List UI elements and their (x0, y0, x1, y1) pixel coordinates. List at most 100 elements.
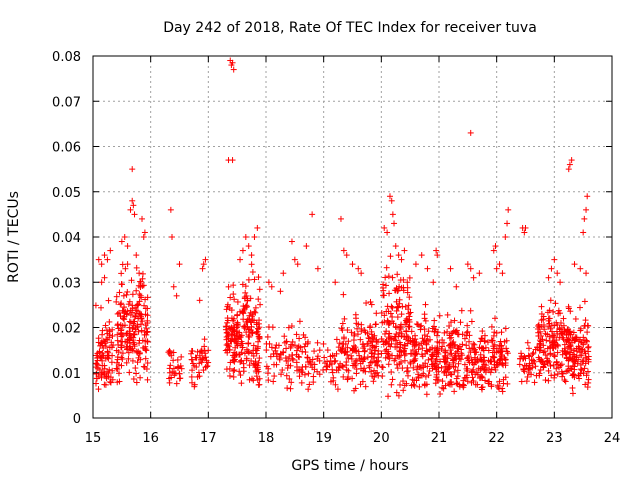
data-point (516, 361, 523, 368)
data-point (381, 319, 388, 326)
data-point (389, 274, 396, 281)
data-point (481, 377, 488, 384)
data-point (446, 335, 453, 342)
data-point (237, 359, 244, 366)
data-point (241, 305, 248, 312)
data-point (447, 371, 454, 378)
data-point (238, 380, 245, 387)
data-point (544, 360, 551, 367)
data-point (188, 347, 195, 354)
data-point (479, 328, 486, 335)
data-point (104, 336, 111, 343)
data-point (551, 353, 558, 360)
data-point (505, 206, 512, 213)
data-point (244, 316, 251, 323)
data-point (359, 341, 366, 348)
data-point (353, 366, 360, 373)
data-point (585, 353, 592, 360)
data-point (114, 331, 121, 338)
data-point (104, 349, 111, 356)
data-point (413, 377, 420, 384)
data-point (225, 283, 232, 290)
data-point (255, 274, 262, 281)
data-point (345, 338, 352, 345)
data-point (367, 346, 374, 353)
data-point (115, 370, 122, 377)
data-point (385, 393, 392, 400)
data-point (357, 336, 364, 343)
data-point (104, 348, 111, 355)
data-point (581, 365, 588, 372)
data-point (366, 362, 373, 369)
data-point (430, 279, 437, 286)
data-point (470, 274, 477, 281)
data-point (305, 338, 312, 345)
data-point (188, 356, 195, 363)
data-point (385, 273, 392, 280)
data-point (422, 360, 429, 367)
data-point (256, 375, 263, 382)
data-point (228, 324, 235, 331)
data-point (173, 380, 180, 387)
data-point (421, 326, 428, 333)
data-point (253, 373, 260, 380)
data-point (227, 325, 234, 332)
data-point (433, 247, 440, 254)
data-point (584, 384, 591, 391)
data-point (466, 332, 473, 339)
data-point (201, 343, 208, 350)
data-point (418, 322, 425, 329)
data-point (322, 360, 329, 367)
data-point (165, 349, 172, 356)
data-point (309, 211, 316, 218)
data-point (491, 354, 498, 361)
data-point (142, 355, 149, 362)
data-point (301, 343, 308, 350)
data-point (333, 367, 340, 374)
data-point (144, 294, 151, 301)
data-point (129, 291, 136, 298)
data-point (116, 309, 123, 316)
data-point (451, 317, 458, 324)
data-point (126, 369, 133, 376)
data-point (368, 368, 375, 375)
data-point (332, 279, 339, 286)
data-point (242, 283, 249, 290)
data-point (340, 247, 347, 254)
data-point (569, 384, 576, 391)
data-point (407, 309, 414, 316)
data-point (170, 283, 177, 290)
data-point (106, 344, 113, 351)
data-point (239, 344, 246, 351)
data-point (443, 366, 450, 373)
data-point (253, 319, 260, 326)
data-point (458, 307, 465, 314)
data-point (394, 314, 401, 321)
x-tick-label: 19 (315, 431, 332, 446)
data-point (124, 336, 131, 343)
data-point (415, 321, 422, 328)
data-point (425, 356, 432, 363)
data-point (498, 329, 505, 336)
data-point (383, 337, 390, 344)
data-point (331, 353, 338, 360)
data-point (464, 378, 471, 385)
data-point (381, 224, 388, 231)
data-point (293, 331, 300, 338)
data-point (136, 340, 143, 347)
data-point (354, 331, 361, 338)
data-point (415, 373, 422, 380)
data-point (385, 341, 392, 348)
data-point (531, 379, 538, 386)
data-point (95, 256, 102, 263)
data-point (411, 332, 418, 339)
data-point (289, 338, 296, 345)
data-point (453, 380, 460, 387)
data-point (228, 331, 235, 338)
data-point (267, 353, 274, 360)
data-point (293, 363, 300, 370)
data-point (320, 340, 327, 347)
data-point (139, 215, 146, 222)
data-point (138, 327, 145, 334)
x-tick-label: 16 (142, 431, 159, 446)
